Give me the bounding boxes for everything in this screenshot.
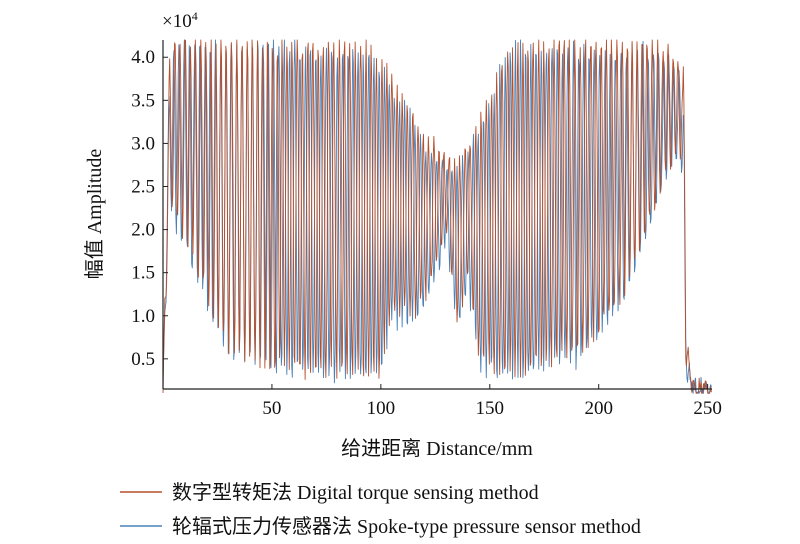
- legend: 数字型转矩法 Digital torque sensing method 轮辐式…: [120, 481, 641, 538]
- x-tick-label: 100: [367, 398, 396, 419]
- y-tick-label: 2.5: [131, 176, 155, 197]
- y-axis-label: 幅值 Amplitude: [83, 149, 106, 280]
- ticks: 50 100 150 200 250 0.5 1.0 1.5 2.0 2.5 3.0 3.5 4.0: [131, 47, 722, 419]
- y-tick-label: 0.5: [131, 349, 155, 370]
- legend-label-spoke: 轮辐式压力传感器法 Spoke-type pressure sensor met…: [172, 515, 641, 538]
- series-line-digital: [162, 39, 712, 394]
- y-tick-label: 1.0: [131, 306, 155, 327]
- series-layer: [162, 39, 712, 394]
- x-tick-label: 50: [262, 398, 281, 419]
- y-tick-label: 1.5: [131, 263, 155, 284]
- x-axis-label: 给进距离 Distance/mm: [341, 437, 533, 460]
- axes: [162, 40, 712, 390]
- y-tick-label: 3.0: [131, 133, 155, 154]
- x-tick-label: 250: [693, 398, 722, 419]
- y-tick-label: 2.0: [131, 220, 155, 241]
- y-multiplier-label: ×104: [162, 9, 198, 32]
- x-tick-label: 150: [476, 398, 505, 419]
- y-tick-label: 4.0: [131, 47, 155, 68]
- y-tick-label: 3.5: [131, 90, 155, 111]
- legend-label-digital: 数字型转矩法 Digital torque sensing method: [172, 481, 539, 504]
- x-tick-label: 200: [584, 398, 613, 419]
